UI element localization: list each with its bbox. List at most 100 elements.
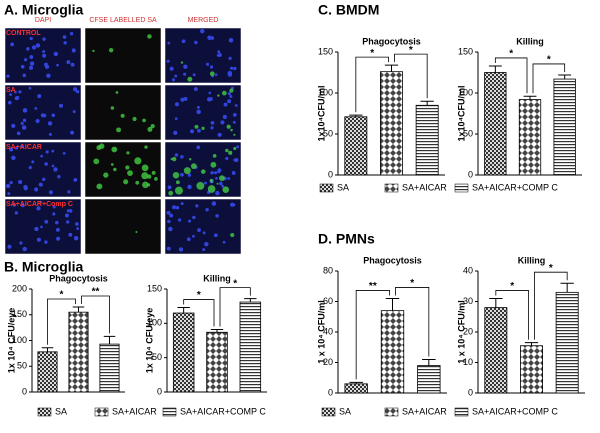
nucleus — [19, 241, 23, 245]
nucleus — [216, 54, 220, 57]
significance-bracket — [355, 290, 390, 380]
nucleus — [51, 113, 56, 118]
legend-swatch — [162, 407, 177, 417]
nucleus — [42, 50, 46, 54]
nucleus — [16, 131, 21, 136]
nucleus — [225, 156, 229, 161]
nucleus — [214, 171, 218, 175]
nucleus — [167, 41, 171, 45]
nucleus — [232, 112, 237, 117]
nucleus — [204, 241, 209, 247]
nucleus — [175, 206, 180, 210]
nucleus — [75, 89, 80, 94]
bar — [68, 311, 89, 393]
bacteria — [188, 157, 192, 161]
bar — [484, 307, 508, 394]
nucleus — [23, 186, 28, 191]
bacteria — [210, 161, 217, 168]
micrograph — [84, 141, 162, 198]
nucleus — [187, 173, 192, 177]
nucleus — [228, 37, 234, 43]
significance-label: * — [197, 290, 201, 301]
y-tick-label: 0 — [157, 386, 162, 396]
nucleus — [167, 185, 172, 190]
row-label: SA — [6, 87, 16, 94]
subplot-title: Phagocytosis — [49, 273, 108, 283]
nucleus — [213, 233, 218, 238]
bacteria — [154, 177, 158, 181]
nucleus — [28, 65, 34, 70]
nucleus — [183, 72, 187, 76]
significance-label: ** — [369, 281, 377, 292]
nucleus — [20, 144, 24, 149]
legend-label: SA+AICAR+COMP C — [472, 182, 558, 192]
nucleus — [9, 93, 12, 97]
nucleus — [57, 174, 61, 179]
bacteria — [226, 124, 231, 129]
nucleus — [66, 60, 71, 65]
column-header: DAPI — [35, 17, 51, 24]
nucleus — [172, 205, 177, 210]
nucleus — [178, 247, 184, 252]
nucleus — [21, 125, 27, 130]
nucleus — [58, 103, 64, 108]
bacteria — [147, 126, 153, 132]
nucleus — [203, 181, 207, 185]
legend-label: SA+AICAR+COMP C — [472, 406, 558, 416]
y-tick-label: 50 — [463, 128, 473, 138]
bacteria — [230, 128, 233, 132]
bacteria — [116, 127, 122, 133]
nucleus — [197, 128, 201, 133]
nucleus — [208, 91, 212, 95]
nucleus — [29, 61, 35, 66]
bacteria — [126, 151, 130, 155]
micrograph — [4, 141, 82, 198]
nucleus — [52, 212, 56, 216]
nucleus — [197, 228, 201, 232]
bacteria — [108, 47, 114, 53]
nucleus — [173, 130, 178, 135]
y-axis-label: 1x10⁴CFU/ml — [316, 86, 326, 142]
nucleus — [68, 209, 73, 213]
nucleus — [168, 226, 173, 232]
y-tick-label: 20 — [463, 326, 473, 336]
y-tick-label: 10 — [463, 357, 473, 367]
bacteria — [201, 126, 205, 130]
nucleus — [42, 53, 47, 58]
significance-bracket — [394, 53, 428, 99]
bar — [206, 331, 228, 393]
bar — [239, 301, 262, 393]
nucleus — [20, 64, 25, 69]
nucleus — [67, 190, 71, 194]
bacteria — [96, 145, 102, 151]
nucleus — [69, 32, 74, 36]
legend-swatch — [321, 407, 336, 417]
row-label: SA+AICAR — [6, 144, 42, 151]
bacteria — [207, 185, 216, 193]
bacteria — [209, 71, 215, 77]
nucleus — [220, 120, 225, 125]
nucleus — [174, 153, 179, 157]
nucleus — [73, 235, 79, 241]
significance-label: * — [547, 55, 551, 66]
nucleus — [193, 87, 198, 92]
legend-label: SA — [55, 406, 67, 416]
bacteria — [110, 106, 115, 110]
bacteria — [230, 232, 235, 238]
nucleus — [11, 155, 16, 161]
nucleus — [55, 220, 59, 225]
nucleus — [7, 192, 11, 196]
error-bar — [420, 100, 434, 106]
significance-bracket — [355, 56, 389, 113]
significance-label: * — [370, 48, 374, 59]
nucleus — [200, 28, 205, 34]
nucleus — [223, 102, 228, 107]
nucleus — [229, 94, 233, 98]
significance-bracket — [395, 287, 430, 357]
nucleus — [56, 236, 61, 241]
error-bar — [523, 95, 537, 100]
nucleus — [76, 227, 80, 230]
nucleus — [22, 246, 27, 252]
nucleus — [75, 222, 79, 226]
nucleus — [205, 208, 209, 212]
